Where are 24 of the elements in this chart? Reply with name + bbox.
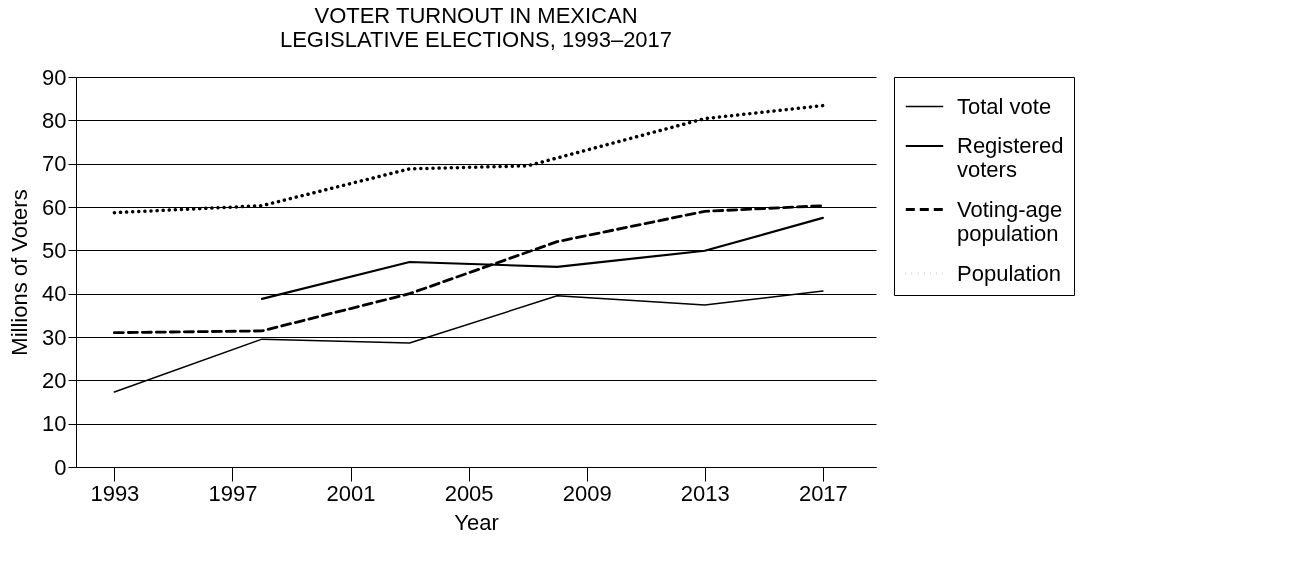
legend-label: Registered voters xyxy=(957,133,1064,182)
x-tick-label: 2009 xyxy=(562,480,612,506)
y-tick-label: 50 xyxy=(42,237,67,263)
x-tick-label: 2005 xyxy=(444,480,494,506)
x-tick-label: 2001 xyxy=(326,480,376,506)
x-tick-label: 2017 xyxy=(798,480,848,506)
x-tick-label: 2013 xyxy=(680,480,730,506)
legend-label: Total vote xyxy=(957,93,1052,119)
chart-title: VOTER TURNOUT IN MEXICAN LEGISLATIVE ELECTIONS, 1993–2017 xyxy=(279,3,673,52)
y-tick-label: 90 xyxy=(42,64,67,90)
y-tick-label: 20 xyxy=(42,367,67,393)
x-tick-label: 1993 xyxy=(90,480,140,506)
y-axis-title: Millions of Voters xyxy=(7,189,33,356)
y-tick-label: 30 xyxy=(42,324,67,350)
y-tick-label: 80 xyxy=(42,107,67,133)
x-tick-label: 1997 xyxy=(208,480,258,506)
y-tick-label: 70 xyxy=(42,151,67,177)
y-tick-label: 40 xyxy=(42,281,67,307)
y-tick-label: 60 xyxy=(42,194,67,220)
x-axis-title: Year xyxy=(454,509,499,535)
legend-label: Voting-age population xyxy=(957,196,1063,246)
legend-label: Population xyxy=(957,260,1061,286)
y-tick-label: 0 xyxy=(54,454,67,480)
y-tick-label: 10 xyxy=(42,411,67,437)
